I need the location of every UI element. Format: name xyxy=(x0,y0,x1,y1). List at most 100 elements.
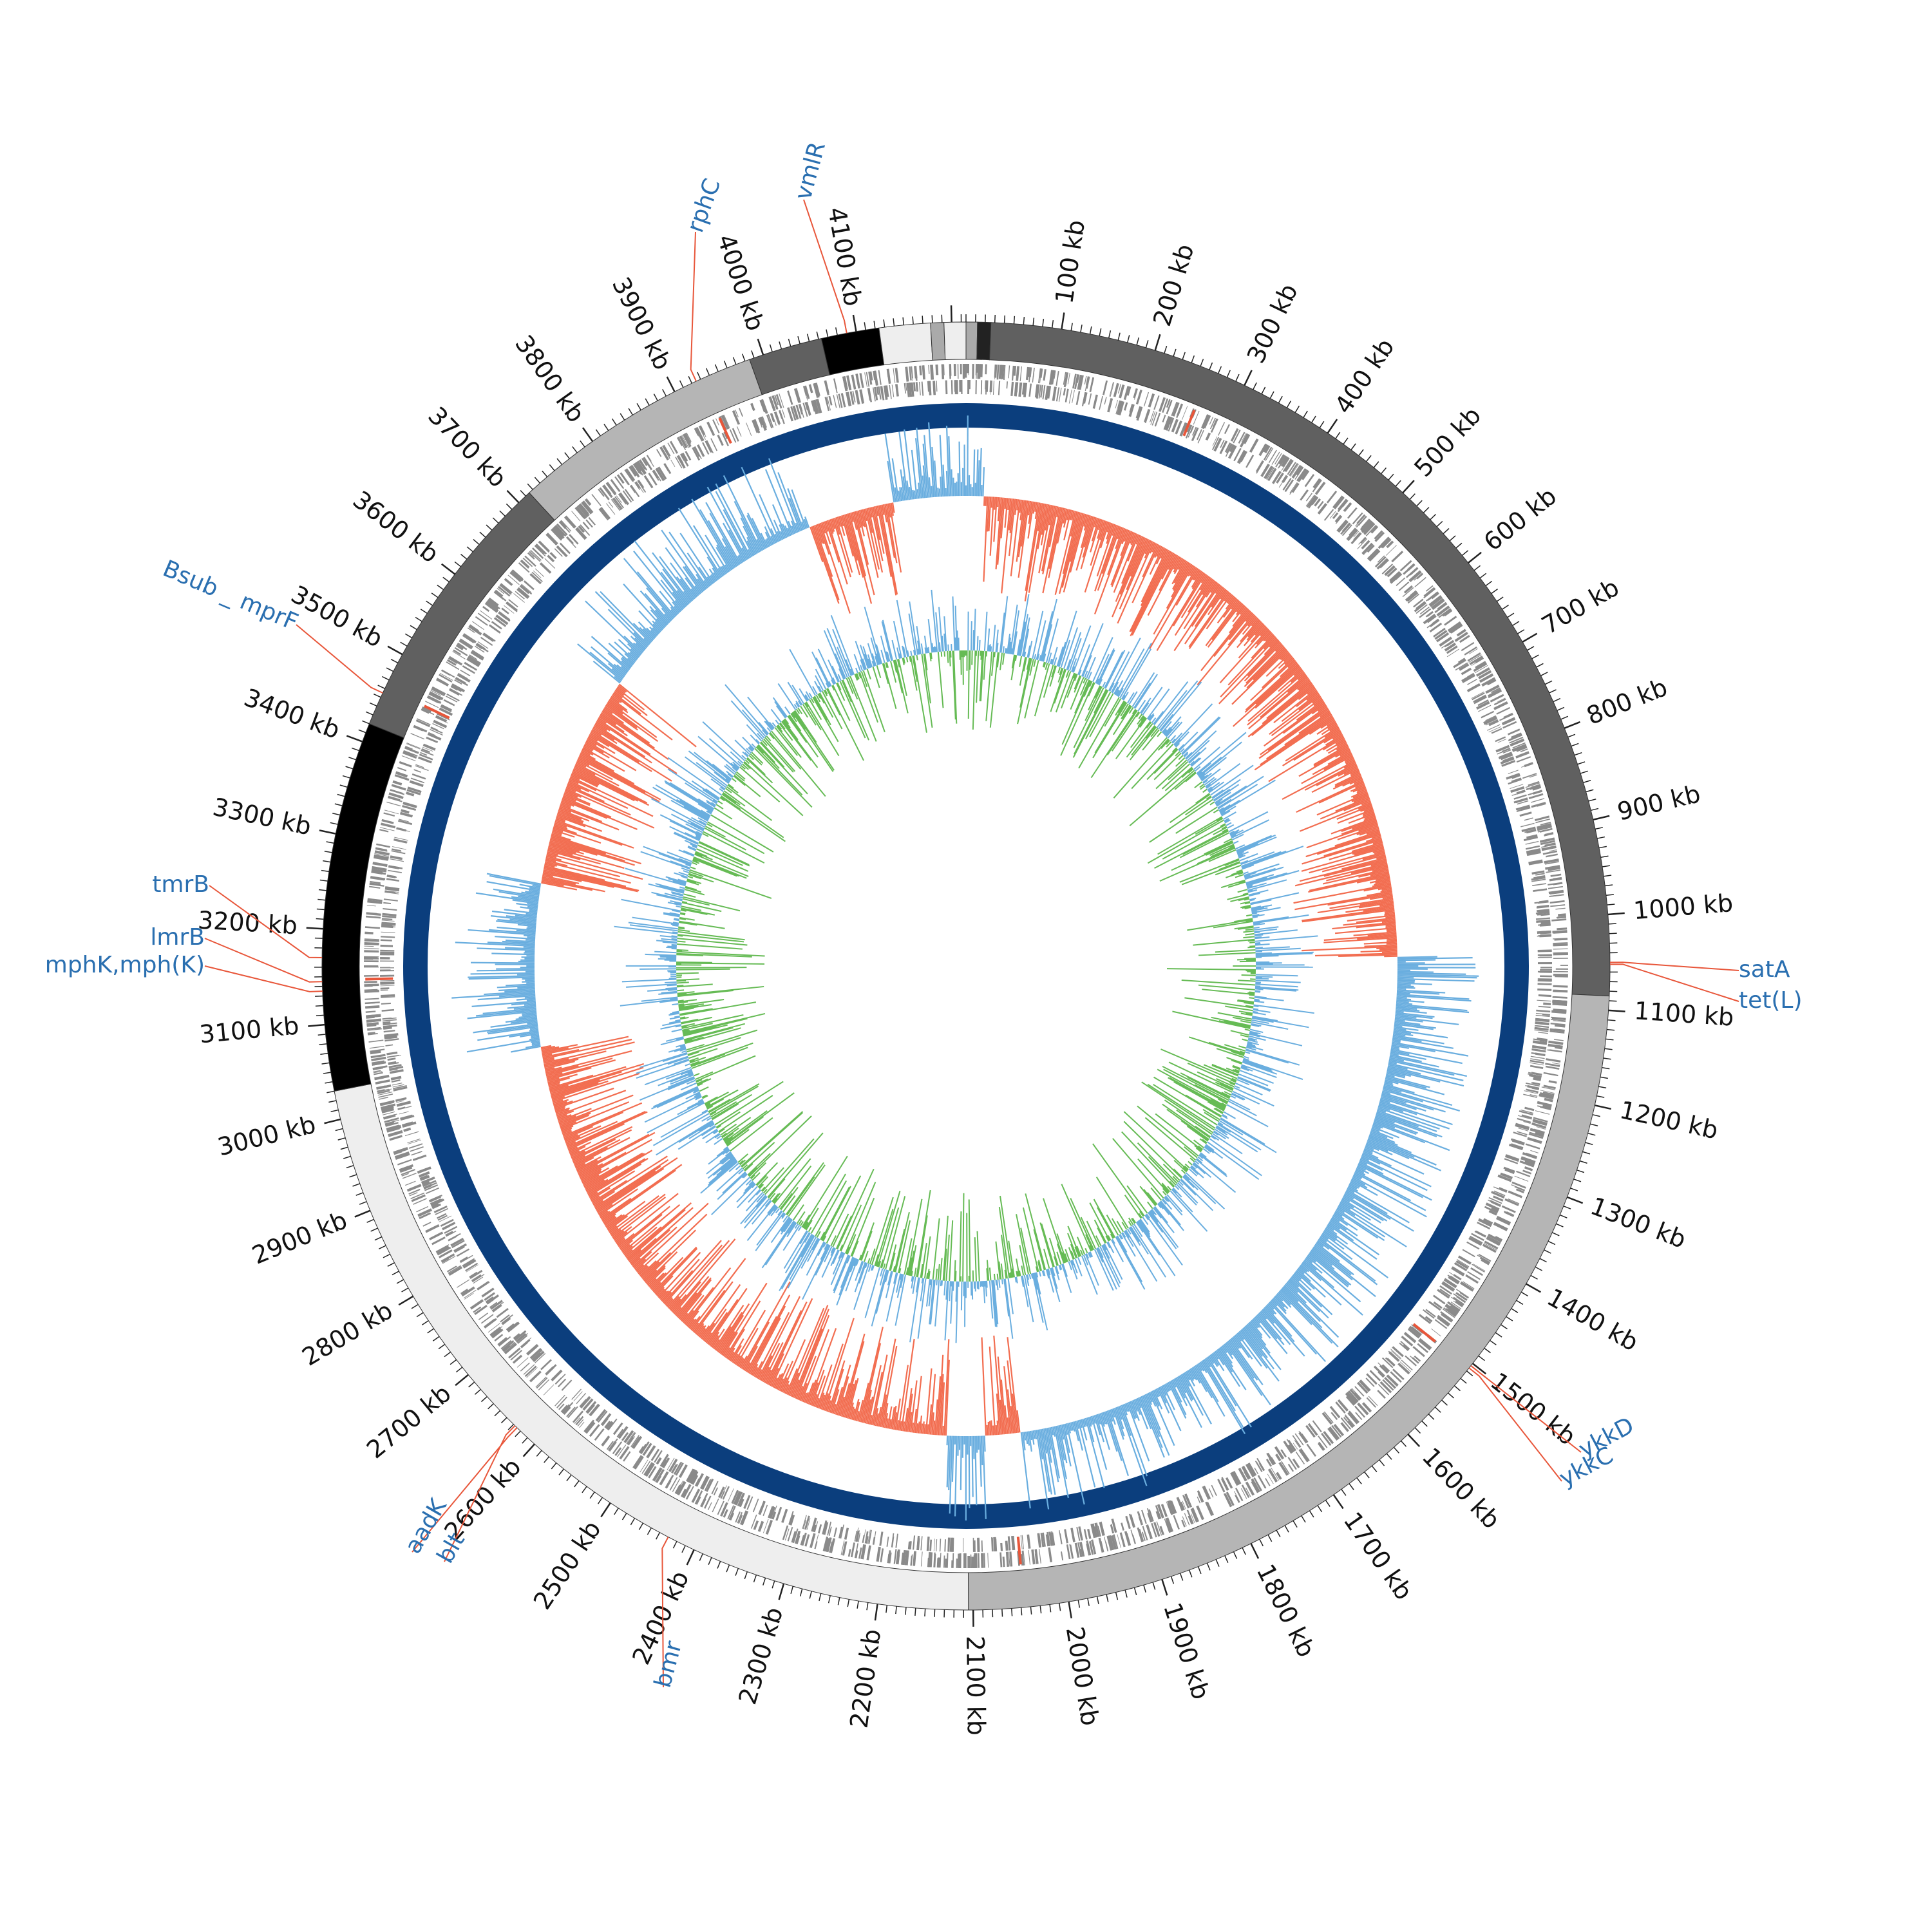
skew-negative-mark xyxy=(487,942,535,945)
skew-negative-mark xyxy=(1343,1194,1388,1222)
minor-tick xyxy=(580,440,585,448)
skew-positive-mark xyxy=(1313,745,1349,767)
skew-positive-mark xyxy=(1309,851,1385,874)
cds-feature xyxy=(439,708,450,714)
minor-tick xyxy=(317,1034,326,1036)
cds-feature xyxy=(1407,1328,1420,1339)
cds-feature xyxy=(372,867,387,871)
skew-positive-mark xyxy=(1126,538,1149,591)
cds-feature xyxy=(1528,859,1543,864)
cds-feature xyxy=(1548,1040,1564,1045)
skew-positive-mark xyxy=(833,1387,844,1415)
cds-feature xyxy=(430,726,439,732)
skew-positive-mark xyxy=(683,1310,694,1324)
minor-tick xyxy=(315,1005,323,1007)
cds-feature xyxy=(413,1156,423,1161)
cds-feature xyxy=(428,733,442,740)
cds-feature xyxy=(460,1289,469,1295)
cds-feature xyxy=(1291,482,1300,493)
skew-positive-mark xyxy=(994,497,996,510)
skew-positive-mark xyxy=(645,1251,678,1284)
cds-feature xyxy=(1093,1530,1097,1538)
cds-feature xyxy=(372,1065,388,1070)
skew-negative-mark xyxy=(1255,1315,1288,1354)
skew-negative-mark xyxy=(1329,1220,1380,1256)
cds-feature xyxy=(1058,388,1062,402)
minor-tick xyxy=(681,1545,686,1553)
minor-tick xyxy=(1557,706,1565,711)
major-tick xyxy=(522,1443,535,1457)
minor-tick xyxy=(1436,520,1443,527)
cds-feature xyxy=(1389,571,1401,582)
skew-negative-mark xyxy=(522,1013,537,1017)
minor-tick xyxy=(893,318,895,327)
skew-positive-mark xyxy=(1280,652,1290,661)
minor-tick xyxy=(1448,1392,1455,1399)
cds-feature xyxy=(1496,706,1511,715)
minor-tick xyxy=(572,446,578,453)
skew-positive-mark xyxy=(594,1159,669,1209)
cds-feature xyxy=(380,951,395,954)
cds-feature xyxy=(993,1537,997,1551)
minor-tick xyxy=(515,1430,521,1437)
skew-negative-mark xyxy=(1391,1043,1435,1053)
cds-feature xyxy=(656,468,665,481)
skew-positive-mark xyxy=(675,1276,710,1316)
cds-feature xyxy=(1343,502,1352,513)
skew-positive-mark xyxy=(1336,804,1372,820)
skew-positive-mark xyxy=(1069,513,1084,562)
skew-positive-mark xyxy=(1352,819,1378,830)
cds-feature xyxy=(771,413,777,426)
cds-feature xyxy=(878,386,882,400)
minor-tick xyxy=(1609,933,1617,934)
cds-feature xyxy=(862,1535,865,1543)
skew-negative-mark xyxy=(1379,1101,1417,1115)
cds-feature xyxy=(1238,1468,1247,1482)
cds-feature xyxy=(828,1526,832,1537)
tick-label: 500 kb xyxy=(1408,401,1486,482)
cds-feature xyxy=(843,375,848,390)
cds-feature xyxy=(813,1524,817,1533)
minor-tick xyxy=(450,1359,457,1365)
cds-feature xyxy=(391,850,406,855)
cds-feature xyxy=(1515,1125,1529,1131)
skew-positive-mark xyxy=(766,1302,808,1385)
skew-positive-mark xyxy=(603,1213,616,1224)
cds-feature xyxy=(395,1100,404,1103)
skew-positive-mark xyxy=(1236,603,1244,612)
minor-tick xyxy=(1303,410,1308,418)
cds-feature xyxy=(880,386,885,401)
skew-positive-mark xyxy=(636,1252,659,1273)
skew-positive-mark xyxy=(1332,732,1343,740)
cds-feature xyxy=(1367,548,1379,560)
skew-negative-mark xyxy=(1396,1002,1413,1005)
major-tick xyxy=(600,1502,611,1518)
cds-feature xyxy=(545,534,557,546)
skew-negative-mark xyxy=(1231,1338,1240,1349)
skew-positive-mark xyxy=(890,1406,895,1430)
skew-positive-mark xyxy=(1323,937,1397,943)
minor-tick xyxy=(492,517,499,524)
minor-tick xyxy=(319,879,328,882)
skew-negative-mark xyxy=(1108,1410,1113,1422)
skew-positive-mark xyxy=(629,1207,694,1264)
cds-feature xyxy=(1542,905,1549,907)
cds-feature xyxy=(389,1135,402,1141)
minor-tick xyxy=(1544,1249,1551,1254)
cds-feature xyxy=(856,374,861,389)
skew-negative-mark xyxy=(1385,1079,1399,1084)
minor-tick xyxy=(1484,1347,1491,1354)
skew-negative-mark xyxy=(475,1009,536,1017)
cds-feature xyxy=(382,1111,395,1115)
skew-negative-mark xyxy=(1191,1367,1201,1384)
skew-positive-mark xyxy=(730,1338,744,1361)
cds-feature xyxy=(1243,433,1251,444)
cds-feature xyxy=(1135,406,1142,419)
skew-positive-mark xyxy=(1301,847,1385,872)
minor-tick xyxy=(1409,493,1416,500)
cds-feature xyxy=(567,1406,578,1419)
skew-negative-mark xyxy=(1233,1336,1250,1358)
cds-feature xyxy=(616,474,625,484)
cds-feature xyxy=(516,1332,528,1343)
skew-positive-mark xyxy=(1129,550,1171,632)
